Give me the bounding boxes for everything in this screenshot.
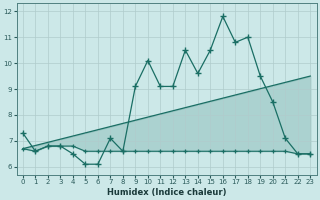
X-axis label: Humidex (Indice chaleur): Humidex (Indice chaleur) bbox=[107, 188, 226, 197]
